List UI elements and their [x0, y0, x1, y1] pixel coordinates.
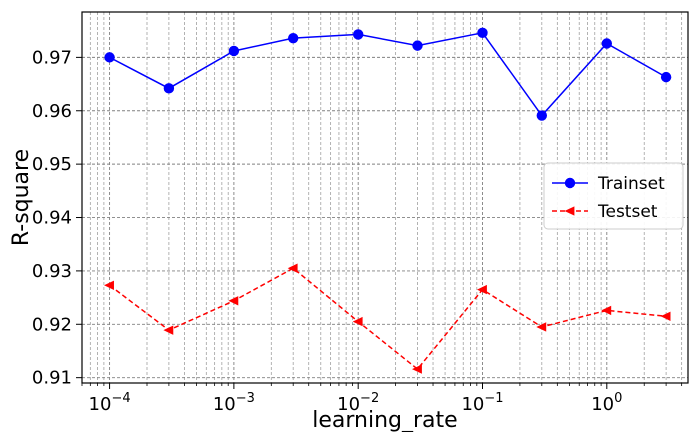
legend-testset-label: Testset — [597, 202, 658, 222]
trainset-point — [163, 83, 175, 94]
testset-point — [104, 280, 114, 290]
trainset-point — [228, 45, 240, 57]
trainset-point — [104, 52, 115, 63]
trainset-point — [477, 27, 488, 39]
testset-point — [476, 284, 487, 295]
x-tick-label: 10−4 — [89, 391, 131, 415]
trainset-point — [287, 32, 299, 44]
y-tick-label: 0.94 — [32, 208, 72, 229]
trainset-point — [660, 71, 672, 83]
y-tick-label: 0.92 — [32, 314, 72, 335]
axis-ticks — [76, 56, 683, 389]
x-tick-label: 100 — [591, 391, 622, 415]
x-tick-label: 10−1 — [461, 391, 503, 415]
trainset-point — [352, 29, 364, 40]
testset-point — [352, 316, 363, 327]
legend: Trainset Testset — [543, 162, 684, 230]
testset-point — [287, 263, 298, 273]
testset-point — [228, 296, 239, 306]
legend-trainset-label: Trainset — [597, 174, 665, 194]
y-tick-label: 0.91 — [32, 368, 72, 389]
legend-box — [543, 162, 684, 230]
testset-line — [109, 267, 667, 371]
y-tick-label: 0.93 — [32, 261, 72, 282]
trainset-point — [536, 110, 548, 121]
plot-frame — [81, 11, 689, 384]
testset-series — [104, 263, 671, 374]
x-tick-label: 10−3 — [213, 391, 255, 415]
series-layer — [104, 27, 672, 374]
y-tick-label: 0.97 — [32, 47, 72, 68]
testset-point — [536, 322, 547, 332]
testset-point — [163, 325, 174, 335]
legend-trainset-marker — [564, 177, 576, 189]
y-tick-labels: 0.91 0.92 0.93 0.94 0.95 0.96 0.97 — [32, 47, 72, 388]
y-tick-label: 0.95 — [32, 154, 72, 175]
legend-testset-marker — [564, 206, 575, 216]
x-tick-label: 10−2 — [337, 391, 379, 415]
trainset-point — [412, 40, 423, 51]
x-tick-labels: 10−4 10−3 10−2 10−1 100 — [89, 391, 623, 415]
trainset-series — [104, 27, 672, 121]
testset-point — [601, 305, 612, 316]
testset-point — [660, 311, 671, 321]
y-tick-label: 0.96 — [32, 101, 72, 122]
x-axis-label: learning_rate — [312, 408, 457, 432]
testset-point — [411, 364, 422, 374]
trainset-line — [109, 31, 667, 117]
y-axis-label: R-square — [9, 149, 34, 246]
trainset-point — [601, 38, 613, 49]
